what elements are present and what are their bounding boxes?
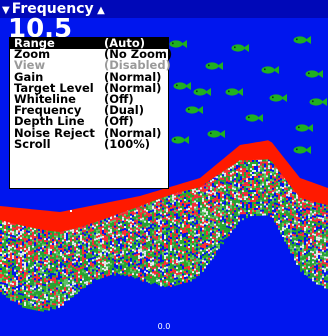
fish-icon <box>293 36 311 44</box>
menu-item-value: (Normal) <box>104 80 162 95</box>
triangle-up-icon: ▲ <box>93 5 105 16</box>
menu-item-label: Zoom <box>14 47 51 62</box>
fish-icon <box>231 44 249 52</box>
fish-symbols <box>143 36 327 154</box>
fish-icon <box>225 88 243 96</box>
menu-item-noise-reject[interactable]: Noise Reject (Normal) <box>10 125 168 140</box>
fish-icon <box>293 146 311 154</box>
menu-item-value: (Normal) <box>104 125 162 140</box>
menu-item-label: Depth Line <box>14 114 85 129</box>
menu-item-value: (100%) <box>104 136 151 151</box>
sonar-options-menu: Range (Auto) Zoom (No Zoom) View (Disabled) Ga… <box>9 36 172 189</box>
bottom-return-texture <box>0 157 328 312</box>
menu-item-value: (Auto) <box>104 36 145 50</box>
fish-icon <box>185 106 203 114</box>
menu-item-label: Whiteline <box>14 91 76 106</box>
fish-icon <box>305 70 323 78</box>
fish-icon <box>193 88 211 96</box>
fish-icon <box>309 98 327 106</box>
top-data-bar <box>0 0 328 18</box>
fish-icon <box>173 82 191 90</box>
menu-item-label: Range <box>14 36 55 50</box>
triangle-down-icon: ▼ <box>2 5 10 16</box>
menu-item-label: Gain <box>14 69 44 84</box>
menu-item-value: (Disabled) <box>104 58 171 73</box>
menu-item-depth-line[interactable]: Depth Line (Off) <box>10 114 168 129</box>
frequency-header[interactable]: ▼ Frequency ▲ <box>2 0 107 18</box>
menu-item-label: Scroll <box>14 136 51 151</box>
menu-item-value: (No Zoom) <box>104 47 173 62</box>
depth-scale-label: 0.0 <box>157 322 171 331</box>
menu-item-label: Noise Reject <box>14 125 95 140</box>
menu-item-value: (Off) <box>104 114 134 129</box>
menu-item-value: (Off) <box>104 91 134 106</box>
fish-icon <box>169 40 187 48</box>
menu-item-value: (Normal) <box>104 69 162 84</box>
fish-icon <box>171 136 189 144</box>
bottom-strong-return <box>0 140 328 232</box>
menu-item-view[interactable]: View (Disabled) <box>10 58 171 73</box>
menu-item-whiteline[interactable]: Whiteline (Off) <box>10 91 168 106</box>
frequency-title: Frequency <box>11 1 94 17</box>
fish-icon <box>207 130 225 138</box>
menu-item-range[interactable]: Range (Auto) <box>10 36 168 50</box>
fish-icon <box>205 62 223 70</box>
menu-item-scroll[interactable]: Scroll (100%) <box>10 136 168 151</box>
menu-item-value: (Dual) <box>104 103 144 118</box>
surface-marker <box>70 210 72 212</box>
fish-icon <box>245 114 263 122</box>
menu-item-label: Frequency <box>14 103 82 118</box>
menu-item-label: Target Level <box>14 80 94 95</box>
menu-item-label: View <box>14 58 46 73</box>
fish-icon <box>295 124 313 132</box>
menu-item-gain[interactable]: Gain (Normal) <box>10 69 168 84</box>
fish-icon <box>269 94 287 102</box>
menu-item-frequency[interactable]: Frequency (Dual) <box>10 103 168 118</box>
menu-item-target-level[interactable]: Target Level (Normal) <box>10 80 168 95</box>
menu-item-zoom[interactable]: Zoom (No Zoom) <box>10 47 172 62</box>
fish-icon <box>261 66 279 74</box>
